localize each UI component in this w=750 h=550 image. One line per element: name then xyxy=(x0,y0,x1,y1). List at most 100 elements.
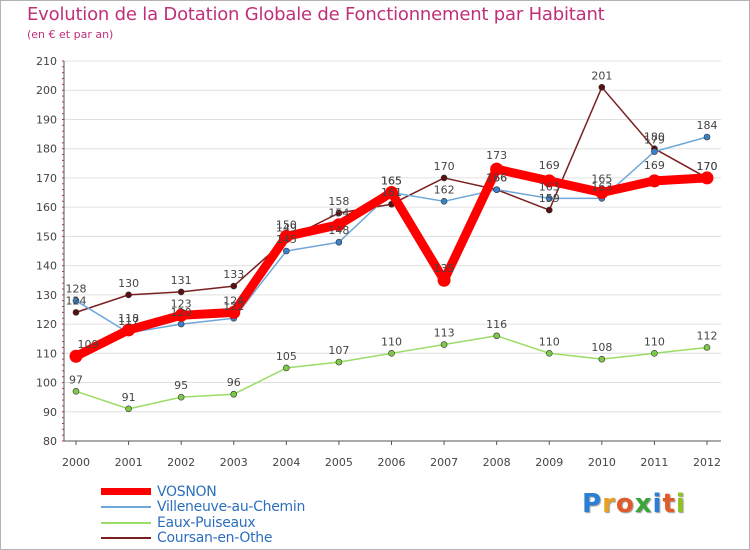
data-label-vosnon: 109 xyxy=(78,338,99,351)
data-point-coursan-en-othe xyxy=(72,309,80,316)
data-label-vosnon: 118 xyxy=(118,312,139,325)
data-point-vosnon xyxy=(385,186,398,200)
data-point-vosnon xyxy=(69,349,83,363)
y-tick-label: 100 xyxy=(36,377,57,390)
data-label-villeneuve-au-chemin: 166 xyxy=(486,172,507,185)
data-point-eaux-puiseaux xyxy=(545,350,553,357)
y-tick-label: 170 xyxy=(36,172,57,185)
data-label-eaux-puiseaux: 105 xyxy=(276,350,297,363)
data-label-coursan-en-othe: 131 xyxy=(171,274,192,287)
data-point-coursan-en-othe xyxy=(125,291,132,299)
legend-item-villeneuve-au-chemin[interactable]: Villeneuve-au-Chemin xyxy=(101,499,305,515)
data-point-villeneuve-au-chemin xyxy=(545,195,553,202)
data-label-coursan-en-othe: 158 xyxy=(328,195,349,208)
x-tick-label: 2005 xyxy=(325,456,353,469)
x-tick-label: 2002 xyxy=(167,456,195,469)
y-tick-label: 130 xyxy=(36,289,57,302)
data-point-vosnon xyxy=(700,171,714,185)
logo-letter: t xyxy=(662,489,676,519)
data-label-coursan-en-othe: 170 xyxy=(697,160,718,173)
data-label-villeneuve-au-chemin: 120 xyxy=(171,306,192,319)
data-label-coursan-en-othe: 130 xyxy=(118,277,139,290)
data-label-vosnon: 135 xyxy=(434,262,455,275)
data-label-eaux-puiseaux: 116 xyxy=(486,318,507,331)
y-tick-label: 160 xyxy=(36,201,57,214)
data-point-villeneuve-au-chemin xyxy=(493,186,500,193)
data-point-eaux-puiseaux xyxy=(335,358,343,366)
data-label-eaux-puiseaux: 110 xyxy=(539,335,560,348)
data-point-villeneuve-au-chemin xyxy=(283,247,290,255)
data-label-coursan-en-othe: 124 xyxy=(66,294,87,307)
data-point-eaux-puiseaux xyxy=(703,344,711,351)
data-label-villeneuve-au-chemin: 148 xyxy=(328,224,349,237)
data-label-eaux-puiseaux: 108 xyxy=(591,341,612,354)
grid-lines xyxy=(64,60,721,413)
data-label-vosnon: 165 xyxy=(591,173,612,186)
data-label-villeneuve-au-chemin: 117 xyxy=(118,315,139,328)
logo-letter: o xyxy=(615,489,635,519)
data-point-eaux-puiseaux xyxy=(598,355,606,363)
data-label-eaux-puiseaux: 113 xyxy=(434,327,455,340)
data-point-vosnon xyxy=(542,174,556,188)
data-point-eaux-puiseaux xyxy=(177,393,185,401)
y-tick-label: 120 xyxy=(36,318,57,331)
legend-item-coursan-en-othe[interactable]: Coursan-en-Othe xyxy=(101,530,305,546)
data-label-coursan-en-othe: 133 xyxy=(223,268,244,281)
data-label-vosnon: 154 xyxy=(328,207,349,220)
y-tick-label: 210 xyxy=(36,55,57,68)
data-label-coursan-en-othe: 166 xyxy=(486,172,507,185)
data-label-layer: 109 118 123 124 150 154 165 135 173 169 165 169 170 1… xyxy=(66,69,718,404)
legend-swatch xyxy=(101,488,151,496)
legend-swatch xyxy=(101,537,151,540)
data-label-villeneuve-au-chemin: 184 xyxy=(697,119,718,132)
chart-title: Evolution de la Dotation Globale de Fonc… xyxy=(27,4,605,25)
axes xyxy=(62,60,721,445)
legend-item-eaux-puiseaux[interactable]: Eaux-Puiseaux xyxy=(101,515,305,531)
data-point-vosnon xyxy=(279,229,293,243)
data-point-vosnon xyxy=(332,218,346,232)
data-label-eaux-puiseaux: 112 xyxy=(697,329,718,342)
x-tick-label: 2010 xyxy=(588,456,616,469)
data-label-villeneuve-au-chemin: 163 xyxy=(539,180,560,193)
y-tick-label: 110 xyxy=(36,347,57,360)
data-label-vosnon: 150 xyxy=(276,218,297,231)
data-point-villeneuve-au-chemin xyxy=(651,148,658,155)
chart-subtitle: (en € et par an) xyxy=(27,28,114,41)
data-label-vosnon: 170 xyxy=(697,160,718,173)
legend-swatch xyxy=(101,521,151,524)
logo-letter: r xyxy=(602,489,616,519)
data-label-villeneuve-au-chemin: 162 xyxy=(434,183,455,196)
data-point-coursan-en-othe xyxy=(177,288,185,296)
data-point-eaux-puiseaux xyxy=(283,364,290,372)
data-point-vosnon xyxy=(122,323,136,337)
data-point-vosnon xyxy=(595,186,609,200)
x-axis-ticks: 2000 2001 2002 2003 2004 2005 2006 2007 2008 2009… xyxy=(62,456,721,469)
legend-item-vosnon[interactable]: VOSNON xyxy=(101,484,305,500)
data-point-coursan-en-othe xyxy=(598,84,606,91)
data-label-villeneuve-au-chemin: 163 xyxy=(591,180,612,193)
data-label-eaux-puiseaux: 107 xyxy=(328,344,349,357)
y-tick-label: 180 xyxy=(36,143,57,156)
data-point-eaux-puiseaux xyxy=(125,405,132,413)
x-tick-label: 2007 xyxy=(430,456,458,469)
data-label-villeneuve-au-chemin: 145 xyxy=(276,233,297,246)
data-label-villeneuve-au-chemin: 128 xyxy=(66,283,87,296)
data-label-vosnon: 169 xyxy=(644,159,665,172)
proxiti-logo: Proxiti xyxy=(582,489,686,519)
legend: VOSNON Villeneuve-au-Chemin Eaux-Puiseau… xyxy=(101,484,305,546)
data-point-vosnon xyxy=(647,174,661,188)
data-point-eaux-puiseaux xyxy=(651,350,658,357)
data-point-coursan-en-othe xyxy=(335,209,343,217)
data-label-coursan-en-othe: 170 xyxy=(434,160,455,173)
x-tick-label: 2008 xyxy=(483,456,511,469)
data-label-vosnon: 173 xyxy=(486,149,507,162)
data-label-vosnon: 123 xyxy=(171,297,192,310)
data-label-eaux-puiseaux: 97 xyxy=(69,373,83,386)
data-label-eaux-puiseaux: 91 xyxy=(122,391,136,404)
data-label-vosnon: 165 xyxy=(381,175,402,188)
data-label-coursan-en-othe: 180 xyxy=(644,131,665,144)
y-tick-label: 140 xyxy=(36,260,57,273)
data-point-vosnon xyxy=(227,305,241,319)
legend-label: VOSNON xyxy=(157,483,217,500)
